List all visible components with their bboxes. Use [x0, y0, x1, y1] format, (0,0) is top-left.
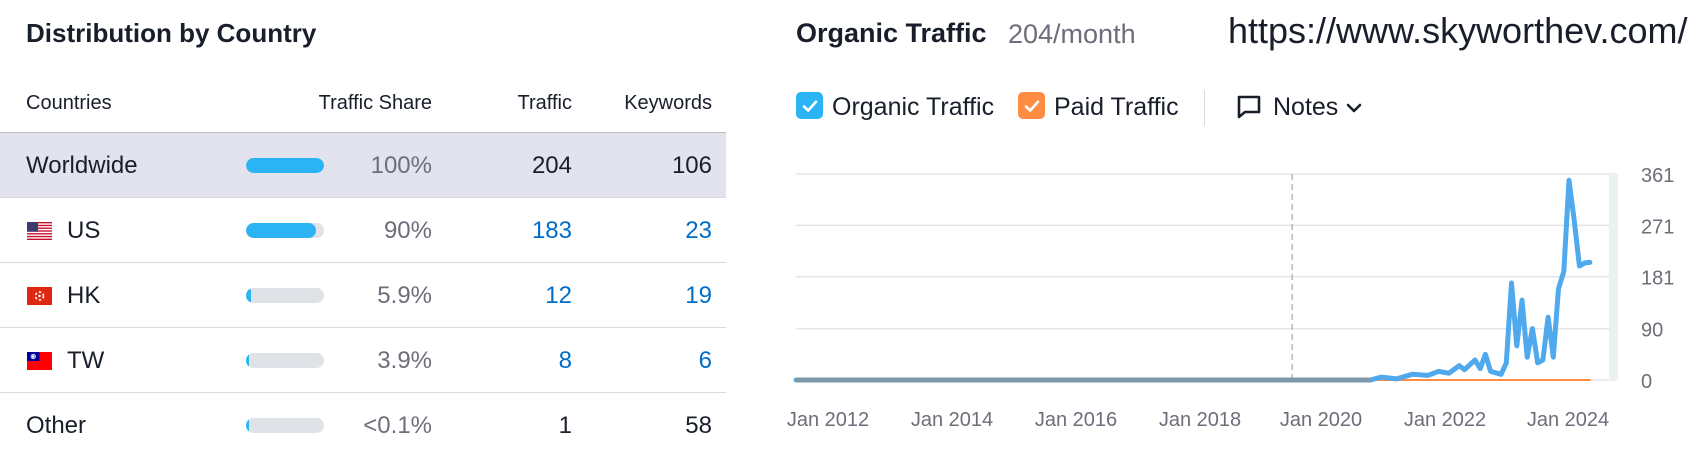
x-tick-label: Jan 2020: [1280, 409, 1362, 431]
keywords-value[interactable]: 6: [698, 347, 712, 374]
traffic-value[interactable]: 8: [558, 347, 572, 374]
legend-divider: [1204, 90, 1205, 126]
latest-period-band: [1609, 174, 1618, 380]
traffic-share-bar-fill: [246, 158, 324, 173]
traffic-share-bar-fill: [246, 418, 249, 433]
traffic-share-bar: [246, 158, 324, 173]
chevron-down-icon: [1346, 103, 1362, 113]
traffic-share-value: <0.1%: [363, 412, 432, 439]
y-tick-label: 361: [1641, 165, 1674, 187]
traffic-share-bar: [246, 353, 324, 368]
table-header: Countries Traffic Share Traffic Keywords: [0, 92, 726, 132]
check-icon: [1024, 100, 1039, 112]
traffic-share-bar-fill: [246, 353, 249, 368]
traffic-share-value: 100%: [370, 152, 432, 179]
traffic-share-bar-fill: [246, 223, 316, 238]
organic-traffic-monthly: 204/month: [1008, 19, 1136, 49]
table-row[interactable]: TW 3.9% 8 6: [0, 327, 726, 393]
distribution-title: Distribution by Country: [26, 18, 317, 48]
country-name: Other: [26, 412, 87, 439]
organic-checkbox[interactable]: [796, 92, 823, 119]
y-tick-label: 90: [1641, 320, 1663, 342]
traffic-share-bar: [246, 223, 324, 238]
hk-flag-icon: [27, 287, 52, 305]
traffic-share-value: 3.9%: [377, 347, 432, 374]
series-line-organic-traffic: [793, 177, 1593, 383]
y-tick-label: 271: [1641, 216, 1674, 238]
comment-icon: [1237, 95, 1261, 119]
country-name: Worldwide: [26, 152, 138, 179]
traffic-share-bar-fill: [246, 288, 251, 303]
organic-legend-label: Organic Traffic: [832, 93, 995, 121]
column-header-traffic-share[interactable]: Traffic Share: [318, 92, 432, 114]
paid-legend-label: Paid Traffic: [1054, 93, 1179, 121]
traffic-share-bar: [246, 418, 324, 433]
table-row[interactable]: Worldwide 100% 204 106: [0, 132, 726, 198]
organic-traffic-chart: 0 90 181 271 361 Jan 2012 Jan 2014 Jan 2016 Jan …: [787, 165, 1675, 431]
column-header-traffic[interactable]: Traffic: [517, 92, 572, 114]
traffic-share-value: 5.9%: [377, 282, 432, 309]
traffic-share-bar: [246, 288, 324, 303]
traffic-share-value: 90%: [383, 217, 432, 244]
traffic-value: 204: [531, 152, 572, 179]
y-tick-label: 0: [1641, 371, 1652, 393]
country-name: US: [67, 217, 101, 244]
distribution-panel: Distribution by Country Countries Traffi…: [0, 0, 726, 444]
traffic-value: 1: [558, 412, 572, 439]
keywords-value: 106: [671, 152, 712, 179]
x-tick-label: Jan 2022: [1404, 409, 1486, 431]
country-name: HK: [67, 282, 101, 309]
notes-label: Notes: [1273, 93, 1339, 121]
paid-checkbox[interactable]: [1018, 92, 1045, 119]
keywords-value[interactable]: 23: [685, 217, 712, 244]
table-row[interactable]: HK 5.9% 12 19: [0, 262, 726, 328]
keywords-value: 58: [685, 412, 712, 439]
site-url: https://www.skyworthev.com/: [1228, 10, 1688, 51]
column-header-keywords[interactable]: Keywords: [624, 92, 712, 114]
table-row[interactable]: US 90% 183 23: [0, 197, 726, 263]
organic-traffic-title: Organic Traffic: [796, 18, 987, 48]
column-header-countries[interactable]: Countries: [26, 92, 112, 114]
traffic-value[interactable]: 12: [545, 282, 572, 309]
us-flag-icon: [27, 222, 52, 240]
x-tick-label: Jan 2014: [911, 409, 993, 431]
check-icon: [802, 100, 817, 112]
country-name: TW: [67, 347, 105, 374]
keywords-value[interactable]: 19: [685, 282, 712, 309]
x-tick-label: Jan 2012: [787, 409, 869, 431]
x-tick-label: Jan 2016: [1035, 409, 1117, 431]
x-tick-label: Jan 2024: [1527, 409, 1609, 431]
organic-traffic-panel: Organic Traffic 204/month https://www.sk…: [780, 0, 1695, 444]
traffic-value[interactable]: 183: [531, 217, 572, 244]
y-tick-label: 181: [1641, 268, 1674, 290]
table-row[interactable]: Other <0.1% 1 58: [0, 392, 726, 458]
x-tick-label: Jan 2018: [1159, 409, 1241, 431]
tw-flag-icon: [27, 352, 52, 370]
